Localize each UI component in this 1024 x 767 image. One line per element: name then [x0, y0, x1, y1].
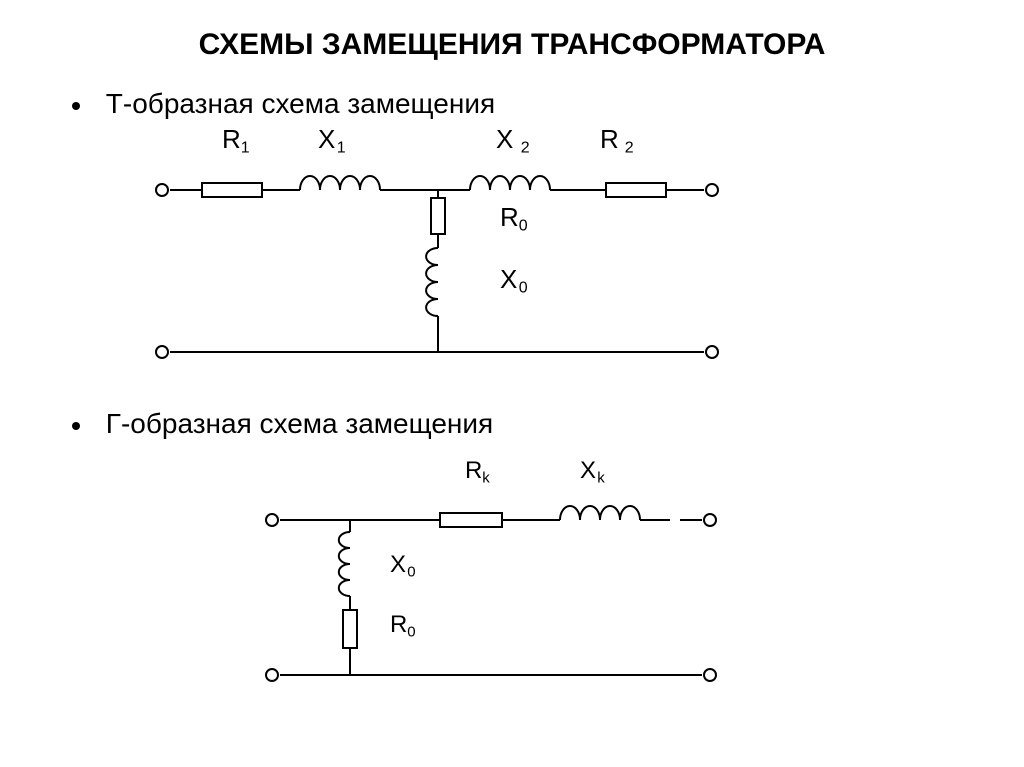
bullet-dot-icon	[72, 102, 80, 110]
diagram-t-circuit: R1X1X'2R'2R0X0	[150, 130, 770, 370]
svg-text:0: 0	[519, 218, 528, 235]
svg-text:': '	[515, 130, 518, 138]
bullet-t-scheme: Т-образная схема замещения	[72, 88, 495, 120]
diagram-g-circuit: RkXkX0R0	[260, 460, 760, 710]
svg-text:2: 2	[521, 140, 530, 157]
svg-text:R: R	[465, 460, 482, 484]
svg-text:X: X	[390, 551, 406, 578]
svg-text:1: 1	[337, 140, 346, 157]
svg-text:1: 1	[241, 140, 250, 157]
bullet-label: Г-образная схема замещения	[106, 408, 493, 439]
bullet-g-scheme: Г-образная схема замещения	[72, 408, 493, 440]
svg-text:0: 0	[407, 563, 415, 580]
svg-text:k: k	[482, 469, 490, 486]
svg-text:X: X	[580, 460, 596, 484]
svg-text:R: R	[390, 611, 407, 638]
svg-text:0: 0	[407, 623, 415, 640]
svg-text:R: R	[222, 130, 241, 154]
svg-text:R: R	[500, 202, 519, 232]
svg-text:X: X	[496, 130, 513, 154]
bullet-dot-icon	[72, 422, 80, 430]
svg-text:X: X	[318, 130, 335, 154]
svg-text:R: R	[600, 130, 619, 154]
svg-text:0: 0	[519, 280, 528, 297]
svg-text:2: 2	[625, 140, 634, 157]
svg-text:X: X	[500, 264, 517, 294]
svg-text:': '	[619, 130, 622, 138]
bullet-label: Т-образная схема замещения	[106, 88, 495, 119]
svg-text:k: k	[597, 469, 605, 486]
page-title: СХЕМЫ ЗАМЕЩЕНИЯ ТРАНСФОРМАТОРА	[0, 28, 1024, 62]
